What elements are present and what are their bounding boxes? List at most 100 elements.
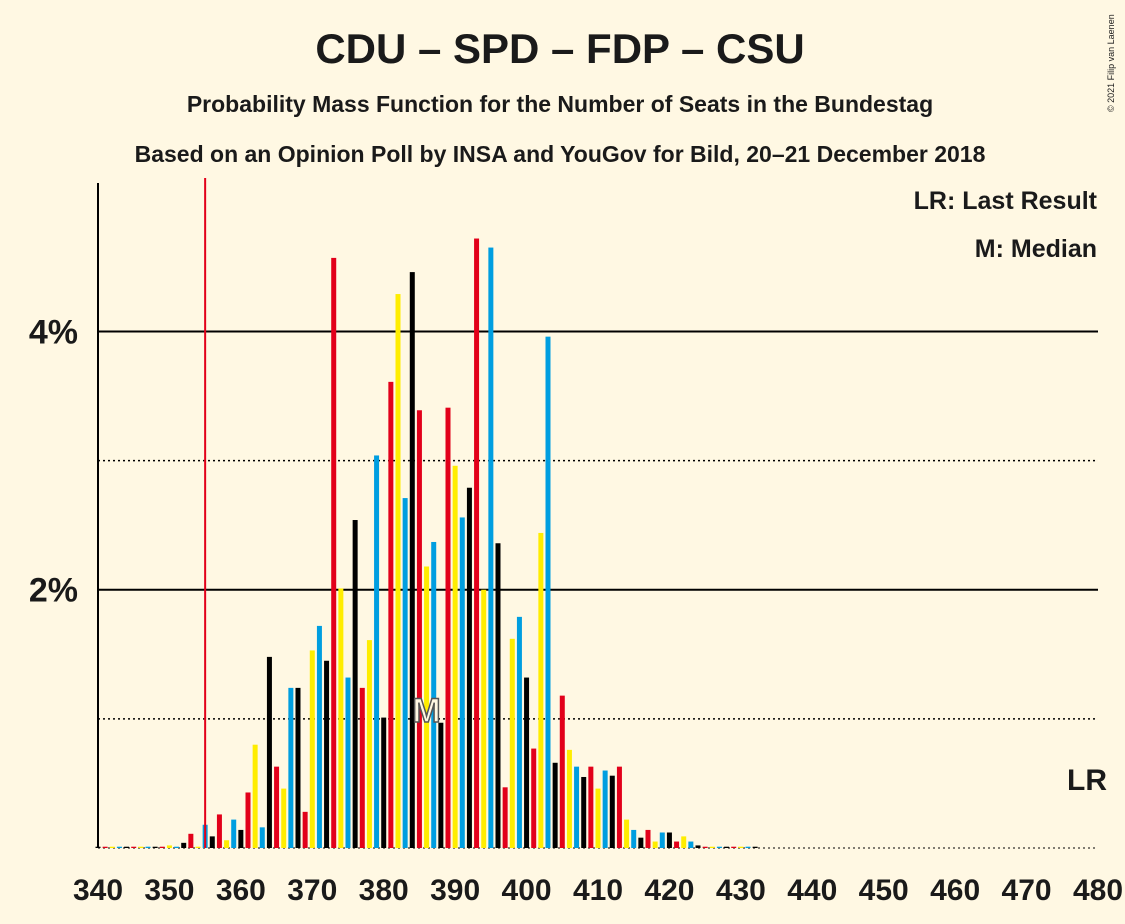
- bar: [502, 787, 508, 848]
- bar: [309, 650, 315, 848]
- bar: [209, 836, 215, 848]
- bar: [452, 465, 458, 848]
- bar: [166, 845, 172, 848]
- bar: [238, 829, 244, 848]
- bar: [745, 846, 751, 848]
- bar: [638, 837, 644, 848]
- copyright: © 2021 Filip van Laenen: [1106, 14, 1116, 112]
- bar: [381, 717, 387, 848]
- bar: [695, 845, 701, 848]
- bar: [281, 788, 287, 848]
- bar: [331, 257, 337, 849]
- subtitle: Based on an Opinion Poll by INSA and You…: [135, 141, 986, 167]
- chart-title: CDU – SPD – FDP – CSU: [315, 25, 804, 72]
- x-tick-label: 420: [644, 874, 694, 907]
- x-tick-label: 480: [1073, 874, 1123, 907]
- bar: [716, 846, 722, 848]
- bar: [345, 677, 351, 848]
- bar: [545, 336, 551, 848]
- bar: [181, 842, 187, 848]
- bar: [116, 846, 122, 848]
- bar: [702, 846, 708, 848]
- x-tick-label: 410: [573, 874, 623, 907]
- bar: [259, 827, 265, 848]
- bar: [566, 749, 572, 848]
- bar: [302, 811, 308, 848]
- bar: [231, 819, 237, 848]
- bar: [616, 766, 622, 848]
- bar: [681, 836, 687, 848]
- bar: [416, 410, 422, 848]
- bar: [481, 589, 487, 848]
- bar: [595, 788, 601, 848]
- bar: [445, 407, 451, 848]
- bar: [609, 775, 615, 848]
- bar: [216, 814, 222, 848]
- legend-entry: LR: Last Result: [914, 187, 1098, 215]
- bar: [581, 776, 587, 848]
- bar: [731, 846, 737, 848]
- x-tick-label: 400: [502, 874, 552, 907]
- bar: [424, 566, 430, 848]
- bar: [738, 846, 744, 848]
- x-tick-label: 370: [287, 874, 337, 907]
- subtitle: Probability Mass Function for the Number…: [187, 91, 933, 117]
- bar: [159, 846, 165, 848]
- bar: [388, 381, 394, 848]
- bar: [252, 744, 258, 848]
- bar: [266, 656, 272, 848]
- bar: [174, 846, 180, 848]
- bar: [709, 846, 715, 848]
- x-tick-label: 350: [144, 874, 194, 907]
- bar: [274, 766, 280, 848]
- bar: [752, 846, 758, 848]
- bar: [531, 748, 537, 848]
- bar: [652, 841, 658, 848]
- bar: [488, 247, 494, 848]
- x-tick-label: 390: [430, 874, 480, 907]
- x-tick-label: 340: [73, 874, 123, 907]
- bar: [674, 841, 680, 848]
- last-result-label: LR: [1067, 764, 1107, 797]
- bar: [538, 532, 544, 848]
- bar: [245, 792, 251, 848]
- bar: [316, 625, 322, 848]
- bar: [359, 687, 365, 848]
- bar: [295, 687, 301, 848]
- bar: [659, 832, 665, 848]
- bar: [288, 687, 294, 848]
- bar: [602, 770, 608, 848]
- bar: [109, 846, 115, 848]
- bar: [138, 846, 144, 848]
- x-tick-label: 430: [716, 874, 766, 907]
- bar: [645, 829, 651, 848]
- x-tick-label: 380: [359, 874, 409, 907]
- bar: [666, 832, 672, 848]
- bar: [131, 846, 137, 848]
- bar: [324, 660, 330, 848]
- y-tick-label: 2%: [29, 572, 78, 610]
- bar: [724, 846, 730, 848]
- bar: [624, 819, 630, 848]
- bar: [224, 840, 230, 848]
- legend-entry: M: Median: [975, 235, 1097, 263]
- x-tick-label: 440: [787, 874, 837, 907]
- bar: [188, 833, 194, 848]
- bar: [631, 829, 637, 848]
- bar: [524, 677, 530, 848]
- bar: [509, 638, 515, 848]
- bar: [409, 272, 415, 849]
- bar: [124, 846, 130, 848]
- x-tick-label: 460: [930, 874, 980, 907]
- bar: [438, 722, 444, 848]
- bar: [495, 543, 501, 848]
- bar: [374, 455, 380, 848]
- bar: [352, 520, 358, 848]
- bar: [152, 846, 158, 848]
- bar: [552, 762, 558, 848]
- x-tick-label: 360: [216, 874, 266, 907]
- bar: [559, 695, 565, 848]
- x-tick-label: 450: [859, 874, 909, 907]
- bar: [402, 498, 408, 848]
